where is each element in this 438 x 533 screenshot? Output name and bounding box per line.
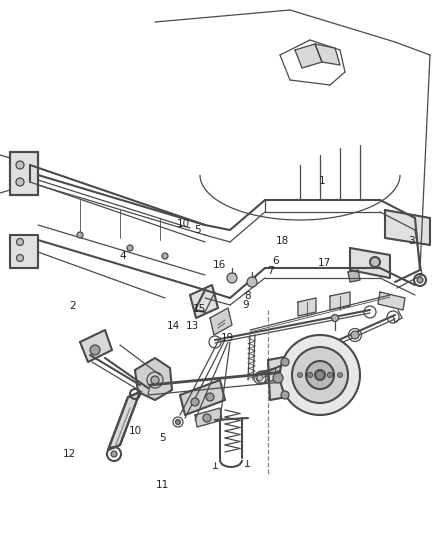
Text: 3: 3 bbox=[408, 236, 415, 246]
Text: 15: 15 bbox=[193, 304, 206, 314]
Polygon shape bbox=[195, 408, 222, 427]
Text: 13: 13 bbox=[186, 321, 199, 331]
Circle shape bbox=[206, 393, 214, 401]
Polygon shape bbox=[10, 235, 38, 268]
Text: 16: 16 bbox=[212, 261, 226, 270]
Circle shape bbox=[273, 373, 283, 383]
Circle shape bbox=[292, 347, 348, 403]
Polygon shape bbox=[210, 308, 232, 335]
Polygon shape bbox=[108, 392, 140, 450]
Text: 18: 18 bbox=[276, 236, 289, 246]
Text: 1: 1 bbox=[318, 176, 325, 186]
Circle shape bbox=[307, 373, 312, 377]
Text: 7: 7 bbox=[267, 266, 274, 276]
Text: 17: 17 bbox=[318, 259, 331, 268]
Text: 10: 10 bbox=[129, 426, 142, 435]
Circle shape bbox=[332, 314, 339, 321]
Polygon shape bbox=[348, 270, 360, 282]
Text: 2: 2 bbox=[69, 302, 76, 311]
Circle shape bbox=[280, 335, 360, 415]
Text: 12: 12 bbox=[63, 449, 76, 459]
Text: 14: 14 bbox=[166, 321, 180, 331]
Circle shape bbox=[90, 345, 100, 355]
Circle shape bbox=[370, 257, 380, 267]
Text: 6: 6 bbox=[272, 256, 279, 266]
Circle shape bbox=[328, 373, 332, 377]
Circle shape bbox=[111, 451, 117, 457]
Polygon shape bbox=[350, 248, 390, 278]
Circle shape bbox=[151, 376, 159, 384]
Circle shape bbox=[297, 373, 303, 377]
Polygon shape bbox=[315, 44, 340, 65]
Polygon shape bbox=[295, 44, 322, 68]
Circle shape bbox=[17, 254, 24, 262]
Text: 19: 19 bbox=[221, 334, 234, 343]
Polygon shape bbox=[135, 358, 172, 400]
Polygon shape bbox=[298, 298, 316, 316]
Polygon shape bbox=[10, 152, 38, 195]
Circle shape bbox=[127, 245, 133, 251]
Text: 5: 5 bbox=[194, 225, 201, 235]
Circle shape bbox=[17, 238, 24, 246]
Polygon shape bbox=[190, 285, 218, 318]
Circle shape bbox=[203, 414, 211, 422]
Circle shape bbox=[281, 391, 289, 399]
Text: 9: 9 bbox=[242, 300, 249, 310]
Circle shape bbox=[16, 178, 24, 186]
Polygon shape bbox=[80, 330, 112, 362]
Text: 11: 11 bbox=[155, 480, 169, 490]
Polygon shape bbox=[378, 292, 405, 310]
Circle shape bbox=[176, 419, 180, 424]
Circle shape bbox=[417, 277, 423, 283]
Circle shape bbox=[227, 273, 237, 283]
Circle shape bbox=[338, 373, 343, 377]
Polygon shape bbox=[268, 355, 298, 400]
Text: 8: 8 bbox=[244, 291, 251, 301]
Circle shape bbox=[247, 277, 257, 287]
Polygon shape bbox=[330, 292, 350, 310]
Circle shape bbox=[191, 398, 199, 406]
Text: 4: 4 bbox=[119, 251, 126, 261]
Circle shape bbox=[162, 253, 168, 259]
Circle shape bbox=[77, 232, 83, 238]
Circle shape bbox=[281, 358, 289, 366]
Circle shape bbox=[315, 370, 325, 380]
Circle shape bbox=[328, 373, 332, 377]
Circle shape bbox=[351, 331, 359, 339]
Circle shape bbox=[307, 373, 312, 377]
Text: 10: 10 bbox=[177, 219, 190, 229]
Circle shape bbox=[257, 375, 263, 381]
Circle shape bbox=[16, 161, 24, 169]
Circle shape bbox=[306, 361, 334, 389]
Polygon shape bbox=[180, 380, 225, 415]
Text: 5: 5 bbox=[159, 433, 166, 443]
Polygon shape bbox=[385, 210, 430, 245]
